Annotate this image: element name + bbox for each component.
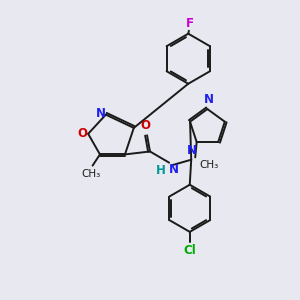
Text: O: O	[141, 119, 151, 132]
Text: Cl: Cl	[183, 244, 196, 256]
Text: N: N	[204, 92, 214, 106]
Text: H: H	[156, 164, 166, 177]
Text: N: N	[169, 163, 179, 176]
Text: N: N	[186, 144, 197, 157]
Text: N: N	[95, 107, 106, 120]
Text: CH₃: CH₃	[82, 169, 101, 178]
Text: O: O	[78, 127, 88, 140]
Text: F: F	[186, 17, 194, 30]
Text: CH₃: CH₃	[200, 160, 219, 170]
